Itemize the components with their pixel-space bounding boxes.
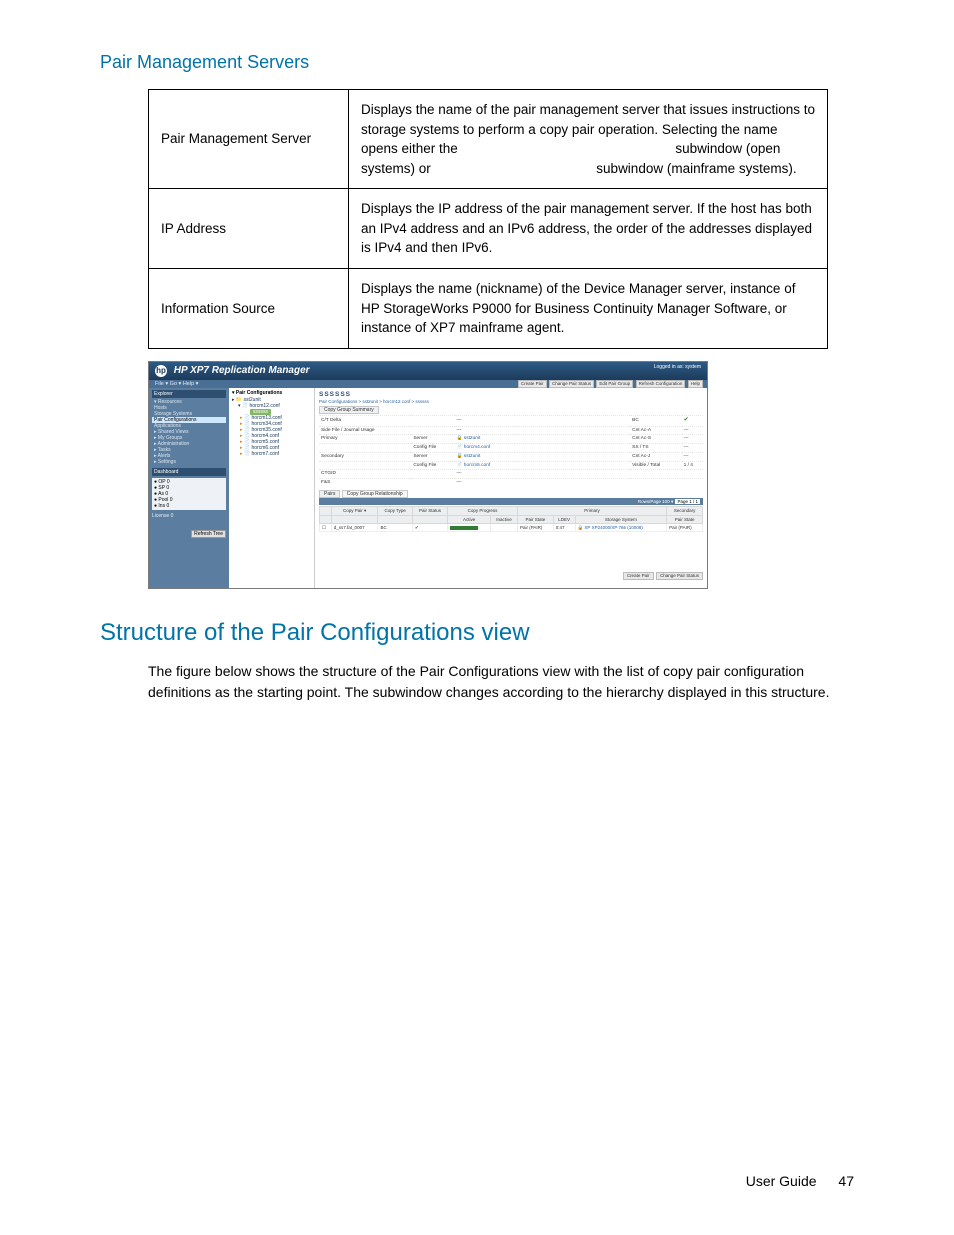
heading-structure: Structure of the Pair Configurations vie… (100, 619, 854, 647)
license-row: License 0 (152, 513, 226, 519)
term-cell: Pair Management Server (149, 90, 349, 189)
desc-cell: Displays the name (nickname) of the Devi… (349, 268, 828, 348)
refresh-tree-button[interactable]: Refresh Tree (191, 530, 226, 538)
definitions-table: Pair Management Server Displays the name… (148, 89, 828, 349)
tab-pairs[interactable]: Pairs (319, 490, 340, 498)
term-cell: Information Source (149, 268, 349, 348)
action-button[interactable]: Edit Pair Group (596, 380, 633, 387)
action-bar: Create Pair Change Pair Status Edit Pair… (517, 380, 703, 387)
tree-header[interactable]: ▾ Pair Configurations (232, 390, 311, 396)
tab-relationship[interactable]: Copy Group Relationship (342, 490, 408, 498)
table-row: Pair Management Server Displays the name… (149, 90, 828, 189)
bottom-actions: Create Pair Change Pair Status (319, 572, 703, 579)
explorer-pane: Explorer ▾ Resources Hosts Storage Syste… (149, 388, 229, 588)
action-button[interactable]: Help (688, 380, 703, 387)
tab-summary[interactable]: Copy Group Summary (319, 406, 379, 414)
hp-logo-icon: hp (155, 365, 167, 377)
progress-bar-icon (450, 526, 478, 530)
summary-table: C/T Delta—BC✔ Side File / Journal Usage—… (319, 415, 703, 486)
breadcrumb[interactable]: Pair Configurations > sst2unit > horcm12… (319, 399, 703, 404)
dashboard-status: ● OP 0 ● SP 0 ● As 0 ● Pool 0 ● Ins 0 (152, 478, 226, 510)
desc-cell: Displays the IP address of the pair mana… (349, 189, 828, 269)
main-pane: Create Pair Change Pair Status Edit Pair… (315, 388, 707, 588)
explorer-header: Explorer (152, 390, 226, 398)
desc-cell: Displays the name of the pair management… (349, 90, 828, 189)
table-row: IP Address Displays the IP address of th… (149, 189, 828, 269)
tree-pane: ▾ Pair Configurations ▸ 📁 sst2unit ▾ 📄 h… (229, 388, 315, 588)
page-number: 47 (838, 1173, 854, 1189)
heading-pair-mgmt: Pair Management Servers (100, 52, 854, 73)
page-indicator: Page 1 / 1 (675, 499, 700, 504)
tree-file[interactable]: ▸ 📄 horcm7.conf (232, 451, 311, 457)
page-footer: User Guide 47 (746, 1173, 854, 1189)
shot-titlebar: hp HP XP7 Replication Manager Logged in … (149, 362, 707, 380)
term-cell: IP Address (149, 189, 349, 269)
create-pair-button[interactable]: Create Pair (623, 572, 654, 579)
pairs-table: Copy Pair ▾Copy TypePair StatusCopy Prog… (319, 506, 703, 532)
pairs-row[interactable]: ☐ d_ss7.fat_0007 BC ✔ Pair (PAIR) 0:47 🔒… (320, 524, 703, 532)
login-text: Logged in as: system (654, 364, 701, 370)
explorer-item[interactable]: ▸ Settings (152, 459, 226, 465)
app-screenshot: hp HP XP7 Replication Manager Logged in … (148, 361, 708, 590)
pairs-toolbar: Rows/Page 100 ▾ Page 1 / 1 (319, 498, 703, 505)
structure-paragraph: The figure below shows the structure of … (148, 661, 854, 702)
action-button[interactable]: Create Pair (518, 380, 547, 387)
table-row: Information Source Displays the name (ni… (149, 268, 828, 348)
group-title: SSSSSS (319, 391, 703, 399)
footer-label: User Guide (746, 1173, 817, 1189)
action-button[interactable]: Refresh Configuration (636, 380, 686, 387)
dashboard-header[interactable]: Dashboard (152, 468, 226, 476)
action-button[interactable]: Change Pair Status (549, 380, 594, 387)
change-status-button[interactable]: Change Pair Status (656, 572, 703, 579)
